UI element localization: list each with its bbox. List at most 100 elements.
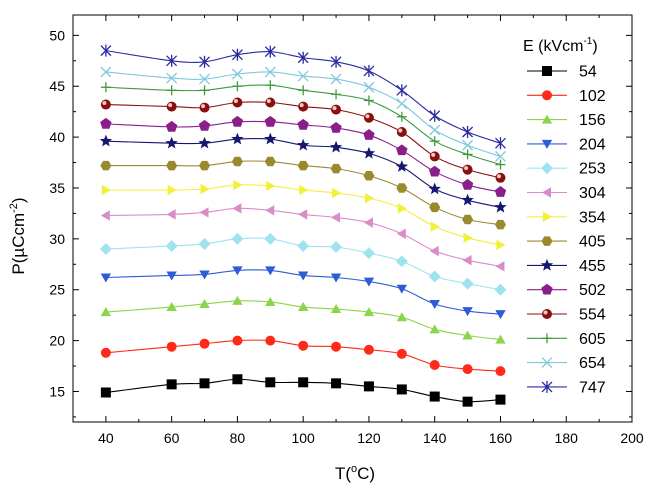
data-point <box>232 335 243 346</box>
data-point <box>199 207 209 218</box>
data-point <box>363 277 375 287</box>
data-point <box>166 54 178 67</box>
legend-item: 502 <box>527 282 606 299</box>
data-point <box>266 180 276 192</box>
data-point <box>462 126 474 139</box>
x-axis-title-end: C) <box>357 464 375 483</box>
data-point <box>429 202 441 213</box>
legend-marker <box>541 162 553 175</box>
data-point <box>297 160 309 171</box>
legend-label: 102 <box>579 88 606 105</box>
data-point <box>231 115 244 127</box>
ball-body <box>495 172 506 183</box>
data-point <box>429 245 439 257</box>
data-point <box>298 101 309 112</box>
x-axis-title-main: T( <box>335 464 351 483</box>
data-point <box>232 97 243 108</box>
x-axis-title-sup: o <box>351 463 357 475</box>
data-point <box>99 243 112 256</box>
y-tick-label: 35 <box>49 180 65 196</box>
data-point <box>462 164 473 175</box>
data-point <box>428 182 441 195</box>
data-point <box>199 270 210 280</box>
ball-body <box>298 101 309 112</box>
data-point <box>100 273 112 283</box>
ball-highlight <box>398 128 403 133</box>
ball-highlight <box>431 152 436 157</box>
data-point <box>461 277 474 290</box>
data-point <box>166 271 177 281</box>
data-point <box>297 70 309 82</box>
data-point <box>298 85 309 96</box>
data-point <box>495 366 506 377</box>
legend-marker <box>542 187 551 198</box>
y-tick-label: 40 <box>49 129 65 145</box>
data-point <box>264 66 276 78</box>
legend-marker <box>541 283 553 295</box>
series-line <box>105 137 501 208</box>
ball-body <box>166 101 177 112</box>
data-point <box>396 183 408 193</box>
series-654 <box>100 66 506 162</box>
x-b <box>330 73 342 85</box>
data-point <box>363 381 374 392</box>
x-axis-title: T(oC) <box>335 463 375 483</box>
data-point <box>430 221 440 232</box>
legend-item: 554 <box>527 307 606 324</box>
data-point <box>231 156 243 167</box>
data-point <box>100 160 112 171</box>
data-point <box>100 307 112 317</box>
data-point <box>462 255 472 266</box>
data-point <box>231 132 244 145</box>
data-point <box>264 132 277 145</box>
data-point <box>462 149 473 160</box>
legend-marker <box>541 380 553 393</box>
data-point <box>199 85 210 96</box>
data-point <box>363 344 374 355</box>
x-b <box>429 124 441 136</box>
data-point <box>200 183 210 195</box>
data-point <box>330 163 342 174</box>
ball-highlight <box>233 99 238 104</box>
data-point <box>396 144 408 156</box>
data-point <box>428 270 441 283</box>
x-tick-label: 160 <box>489 430 513 446</box>
data-point <box>429 109 441 122</box>
data-point <box>199 338 210 349</box>
y-axis-title-sup: -2 <box>8 203 20 213</box>
legend-label: 654 <box>579 355 606 372</box>
ball-body <box>542 309 552 319</box>
legend-title-main: E (kVcm <box>523 38 583 55</box>
data-point <box>330 304 342 314</box>
legend-title: E (kVcm-1) <box>523 36 598 55</box>
x-b <box>396 98 408 109</box>
ball-body <box>100 99 111 110</box>
x-tick-label: 100 <box>291 430 315 446</box>
ball-body <box>429 151 440 162</box>
data-point <box>331 212 341 223</box>
legend-item: 354 <box>527 209 606 226</box>
data-point <box>298 340 309 351</box>
series-156 <box>100 295 506 344</box>
data-point <box>232 295 243 305</box>
y-tick-label: 50 <box>49 27 65 43</box>
data-point <box>299 184 309 196</box>
y-tick-label: 30 <box>49 231 65 247</box>
data-point <box>495 137 506 150</box>
legend-marker <box>542 90 552 101</box>
data-point <box>231 232 244 245</box>
legend-label: 455 <box>579 258 606 275</box>
series-502 <box>100 115 507 197</box>
data-point <box>495 150 506 162</box>
data-point <box>265 97 276 108</box>
legend-marker <box>542 66 552 76</box>
data-point <box>330 121 342 133</box>
data-point <box>101 184 111 196</box>
ball-body <box>331 104 342 115</box>
x-tick-label: 40 <box>98 430 114 446</box>
series-54 <box>100 374 506 407</box>
legend-marker <box>542 333 552 344</box>
data-point <box>297 302 309 312</box>
legend-item: 405 <box>527 234 606 251</box>
legend-label: 204 <box>579 136 606 153</box>
